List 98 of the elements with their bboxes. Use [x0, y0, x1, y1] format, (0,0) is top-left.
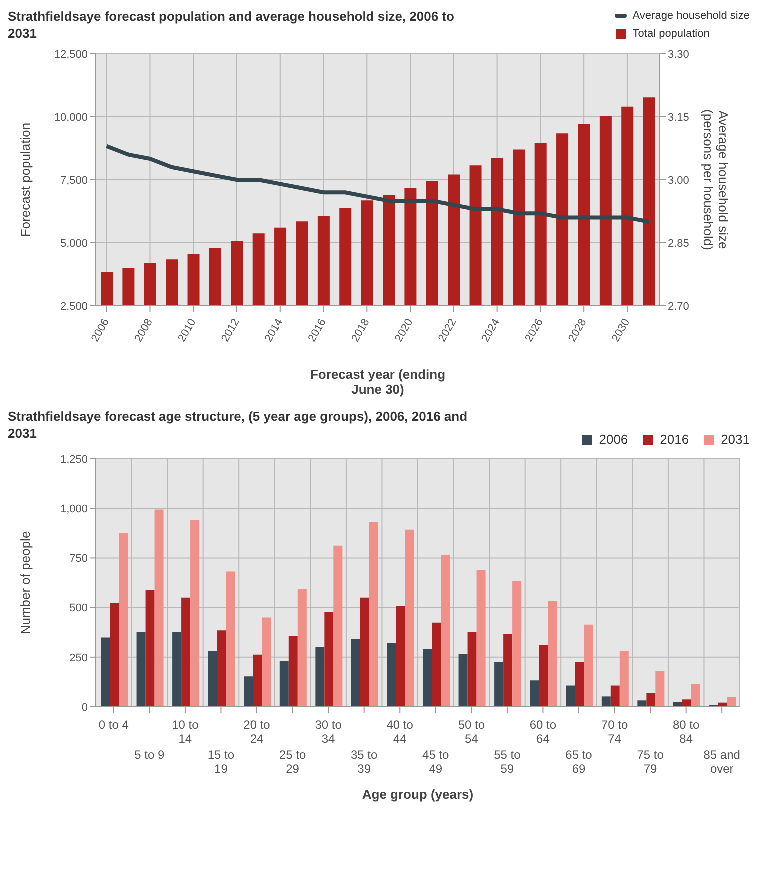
bar [298, 589, 307, 707]
bar [280, 661, 289, 707]
bar [334, 546, 343, 707]
legend-label: Total population [632, 28, 710, 40]
y2-tick-label: 3.00 [668, 174, 690, 187]
x-tick-label: 30 to 34 [315, 718, 342, 746]
y2-axis-title: Average household size (persons per household) [701, 110, 731, 250]
x-tick-label: 60 to 64 [530, 718, 557, 746]
x-axis-title: Forecast year (ending June 30) [310, 367, 446, 397]
x-tick-label: 0 to 4 [98, 718, 130, 732]
bar [136, 632, 146, 707]
y-axis-title: Number of people [18, 531, 33, 635]
bar [610, 686, 620, 707]
x-tick-label: 75 to 79 [637, 748, 664, 776]
bar [584, 624, 594, 707]
bar [530, 680, 540, 707]
bar [504, 634, 513, 707]
bar [226, 572, 236, 707]
bar [154, 510, 164, 707]
y-tick-label: 250 [70, 652, 88, 664]
bar [172, 632, 182, 707]
bar [369, 522, 378, 707]
x-tick-label: 35 to 39 [350, 748, 378, 776]
bar [119, 533, 128, 707]
bar [405, 530, 414, 707]
y-tick-label: 750 [70, 553, 88, 566]
x-tick-label: 40 to 44 [386, 718, 414, 746]
y-tick-label: 7,500 [60, 174, 88, 187]
bar [387, 643, 396, 707]
bar [476, 570, 486, 707]
bar [208, 651, 218, 707]
bar [638, 700, 647, 707]
y-tick-label: 0 [82, 702, 88, 714]
chart-title: Strathfieldsaye forecast population and average household size, 2006 to 2031 [8, 8, 456, 42]
y-tick-label: 500 [70, 602, 88, 615]
legend-label: 2031 [721, 432, 750, 447]
bar [262, 618, 272, 707]
bar [360, 598, 370, 707]
x-tick-label: 85 and over [704, 748, 740, 776]
bar [548, 601, 558, 707]
bar [423, 649, 432, 707]
bar [727, 697, 736, 707]
bar [620, 651, 629, 707]
bar [396, 606, 406, 707]
x-tick-label: 50 to 54 [458, 718, 486, 746]
bar [682, 700, 692, 707]
bar [646, 693, 656, 707]
bar [182, 598, 191, 707]
bar [110, 603, 120, 707]
bar [602, 696, 611, 707]
x-tick-label: 20 to 24 [244, 718, 271, 746]
legend-label: 2006 [599, 432, 628, 447]
bar [458, 654, 468, 707]
x-tick-label: 55 to 59 [494, 748, 522, 776]
x-tick-label: 15 to 19 [208, 748, 235, 776]
x-tick-label: 10 to 14 [172, 718, 200, 746]
bar [351, 639, 360, 707]
bar [288, 636, 298, 707]
y-tick-label: 1,250 [60, 454, 88, 466]
x-tick-label: 80 to 84 [672, 718, 700, 746]
bar [101, 638, 110, 707]
line-series [104, 144, 652, 224]
y-axis-title: Forecast population [18, 122, 33, 238]
y2-tick-label: 2.70 [668, 300, 690, 313]
bar [190, 520, 200, 707]
x-tick-label: 5 to 9 [134, 748, 165, 762]
x-tick-label: 45 to 49 [422, 748, 450, 776]
y-tick-label: 1,000 [60, 504, 88, 516]
chart-title: Strathfieldsaye forecast age structure, (5 year age groups), 2006, 2016 and 2031 [8, 408, 469, 442]
y-tick-label: 5,000 [60, 238, 88, 250]
bar [324, 612, 334, 707]
bar [146, 590, 155, 707]
y-tick-label: 10,000 [54, 112, 88, 124]
x-axis-title: Age group (years) [362, 787, 474, 802]
bar [432, 622, 442, 707]
bar [656, 671, 665, 707]
bar [575, 662, 584, 707]
bar [244, 676, 254, 707]
bar [494, 662, 504, 707]
x-tick-label: 65 to 69 [566, 748, 593, 776]
y2-tick-label: 2.85 [668, 238, 690, 250]
bar [539, 645, 548, 707]
legend-label: Average household size [632, 10, 750, 22]
bar [691, 684, 700, 707]
y2-tick-label: 3.15 [668, 112, 690, 124]
x-tick-label: 25 to 29 [279, 748, 306, 776]
y-tick-label: 2,500 [60, 300, 88, 313]
legend-label: 2016 [660, 432, 690, 447]
bar [316, 647, 325, 707]
bar [566, 686, 576, 707]
bar [253, 654, 262, 707]
bar [468, 632, 477, 707]
bar [441, 555, 450, 707]
y2-tick-label: 3.30 [668, 48, 690, 61]
y-tick-label: 12,500 [54, 48, 88, 61]
x-tick-label: 70 to 74 [601, 718, 628, 746]
bar [512, 581, 522, 707]
bar [217, 630, 226, 707]
